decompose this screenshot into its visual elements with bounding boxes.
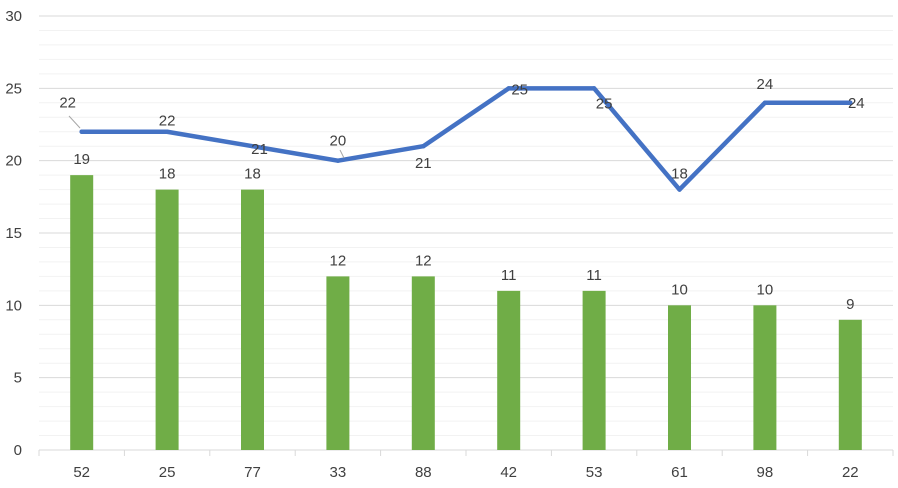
line-value-label: 24: [757, 76, 774, 93]
y-tick-label: 20: [5, 153, 22, 170]
bar: [838, 319, 862, 450]
bar-value-label: 9: [846, 296, 854, 313]
y-tick-label: 25: [5, 80, 22, 97]
line-point: [591, 86, 597, 91]
bar-value-label: 12: [415, 252, 432, 269]
bar: [326, 276, 350, 450]
bar: [70, 175, 94, 450]
x-tick-label: 98: [757, 464, 774, 481]
bar: [411, 276, 435, 450]
bar-value-label: 19: [73, 151, 90, 168]
leader-line: [339, 149, 345, 159]
x-tick-label: 88: [415, 464, 432, 481]
x-axis-ticks: 52 25 77 33 88 42 53 61 98 22: [73, 464, 858, 481]
line-value-label: 21: [251, 141, 268, 158]
y-tick-label: 30: [5, 8, 22, 25]
bar-value-label: 18: [244, 166, 261, 183]
y-tick-label: 15: [5, 225, 22, 242]
line-value-label: 18: [671, 166, 688, 183]
line-point: [250, 144, 255, 149]
x-tick-label: 61: [671, 464, 688, 481]
y-tick-label: 10: [5, 297, 22, 314]
line-value-label: 20: [330, 133, 347, 150]
line-point: [506, 86, 511, 91]
line-point: [848, 100, 853, 106]
x-tick-label: 52: [73, 464, 90, 481]
bar-value-label: 11: [586, 267, 602, 284]
line-value-label: 25: [511, 81, 528, 98]
line-value-label: 24: [848, 95, 865, 112]
line-point: [762, 100, 768, 106]
bar-value-label: 11: [501, 267, 517, 284]
bar-value-label: 10: [757, 281, 774, 298]
x-tick-label: 42: [500, 464, 517, 481]
line-series: [79, 86, 853, 192]
x-tick-label: 53: [586, 464, 603, 481]
line-value-label: 21: [415, 155, 432, 172]
line-value-label: 22: [159, 113, 176, 130]
y-tick-label: 5: [14, 370, 22, 387]
line-point: [164, 129, 170, 134]
bar: [582, 290, 606, 450]
x-tick-label: 25: [159, 464, 176, 481]
data-labels: 19 18 18 12 12 11 11 10 10 9 22 22 21 20 21 25 25 18 24 24: [59, 76, 864, 313]
line-series-path: [79, 86, 853, 192]
line-value-label: 22: [59, 95, 76, 112]
x-axis: [38, 449, 894, 456]
bar-value-label: 10: [671, 281, 688, 298]
x-tick-label: 22: [842, 464, 859, 481]
bar: [668, 305, 691, 450]
x-tick-label: 77: [244, 464, 261, 481]
bar: [497, 290, 521, 450]
bar-series: [70, 175, 862, 450]
gridlines: [39, 15, 893, 437]
line-point: [79, 129, 84, 134]
bar: [155, 189, 179, 450]
bar-value-label: 12: [330, 252, 347, 269]
bar-value-label: 18: [159, 166, 176, 183]
y-tick-label: 0: [14, 442, 22, 459]
leader-line: [68, 115, 81, 129]
y-axis-ticks: 0 5 10 15 20 25 30: [5, 8, 22, 459]
bar: [753, 305, 777, 450]
line-point: [421, 144, 426, 149]
line-value-label: 25: [596, 95, 613, 112]
bar: [241, 189, 264, 450]
x-tick-label: 33: [330, 464, 347, 481]
line-point: [335, 158, 341, 163]
line-point: [677, 187, 682, 192]
